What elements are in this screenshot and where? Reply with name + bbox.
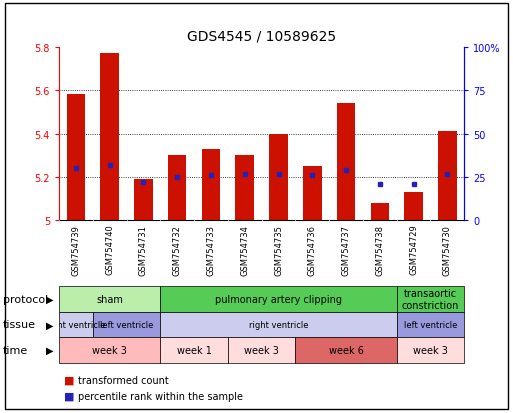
Text: GSM754740: GSM754740	[105, 224, 114, 275]
Text: ▶: ▶	[46, 294, 54, 304]
Bar	[370, 204, 389, 221]
Bar	[59, 286, 160, 312]
Text: tissue: tissue	[3, 320, 35, 330]
Text: week 3: week 3	[413, 345, 448, 355]
Text: transformed count: transformed count	[78, 375, 169, 385]
Bar	[134, 180, 153, 221]
Text: left ventricle: left ventricle	[404, 320, 457, 329]
Bar	[160, 286, 397, 312]
Bar	[235, 156, 254, 221]
Text: GSM754734: GSM754734	[240, 224, 249, 275]
Text: ■: ■	[64, 391, 74, 401]
Text: GSM754729: GSM754729	[409, 224, 418, 275]
Bar	[160, 337, 228, 363]
Text: week 3: week 3	[244, 345, 279, 355]
Text: week 1: week 1	[176, 345, 211, 355]
Bar	[397, 286, 464, 312]
Bar	[269, 134, 288, 221]
Bar	[438, 132, 457, 221]
Bar	[295, 337, 397, 363]
Text: GDS4545 / 10589625: GDS4545 / 10589625	[187, 29, 336, 43]
Text: ▶: ▶	[46, 320, 54, 330]
Text: GSM754735: GSM754735	[274, 224, 283, 275]
Text: right ventricle: right ventricle	[46, 320, 106, 329]
Text: ■: ■	[64, 375, 74, 385]
Text: week 6: week 6	[329, 345, 364, 355]
Bar	[303, 167, 322, 221]
Bar	[59, 337, 160, 363]
Bar	[67, 95, 85, 221]
Text: GSM754732: GSM754732	[173, 224, 182, 275]
Bar	[397, 337, 464, 363]
Text: right ventricle: right ventricle	[249, 320, 308, 329]
Bar	[397, 312, 464, 337]
Bar	[160, 312, 397, 337]
Bar	[337, 104, 356, 221]
Text: time: time	[3, 345, 28, 355]
Bar	[93, 312, 160, 337]
Text: GSM754730: GSM754730	[443, 224, 452, 275]
Bar	[404, 193, 423, 221]
Text: transaortic
constriction: transaortic constriction	[402, 288, 459, 310]
Text: left ventricle: left ventricle	[100, 320, 153, 329]
Text: ▶: ▶	[46, 345, 54, 355]
Text: GSM754737: GSM754737	[342, 224, 350, 275]
Text: week 3: week 3	[92, 345, 127, 355]
Bar	[59, 312, 93, 337]
Text: GSM754736: GSM754736	[308, 224, 317, 275]
Text: pulmonary artery clipping: pulmonary artery clipping	[215, 294, 342, 304]
Text: GSM754731: GSM754731	[139, 224, 148, 275]
Text: GSM754739: GSM754739	[71, 224, 81, 275]
Text: sham: sham	[96, 294, 123, 304]
Bar	[202, 150, 220, 221]
Bar	[101, 54, 119, 221]
Bar	[168, 156, 187, 221]
Text: percentile rank within the sample: percentile rank within the sample	[78, 391, 244, 401]
Text: GSM754733: GSM754733	[206, 224, 215, 275]
Bar	[228, 337, 295, 363]
Text: protocol: protocol	[3, 294, 48, 304]
Text: GSM754738: GSM754738	[376, 224, 384, 275]
